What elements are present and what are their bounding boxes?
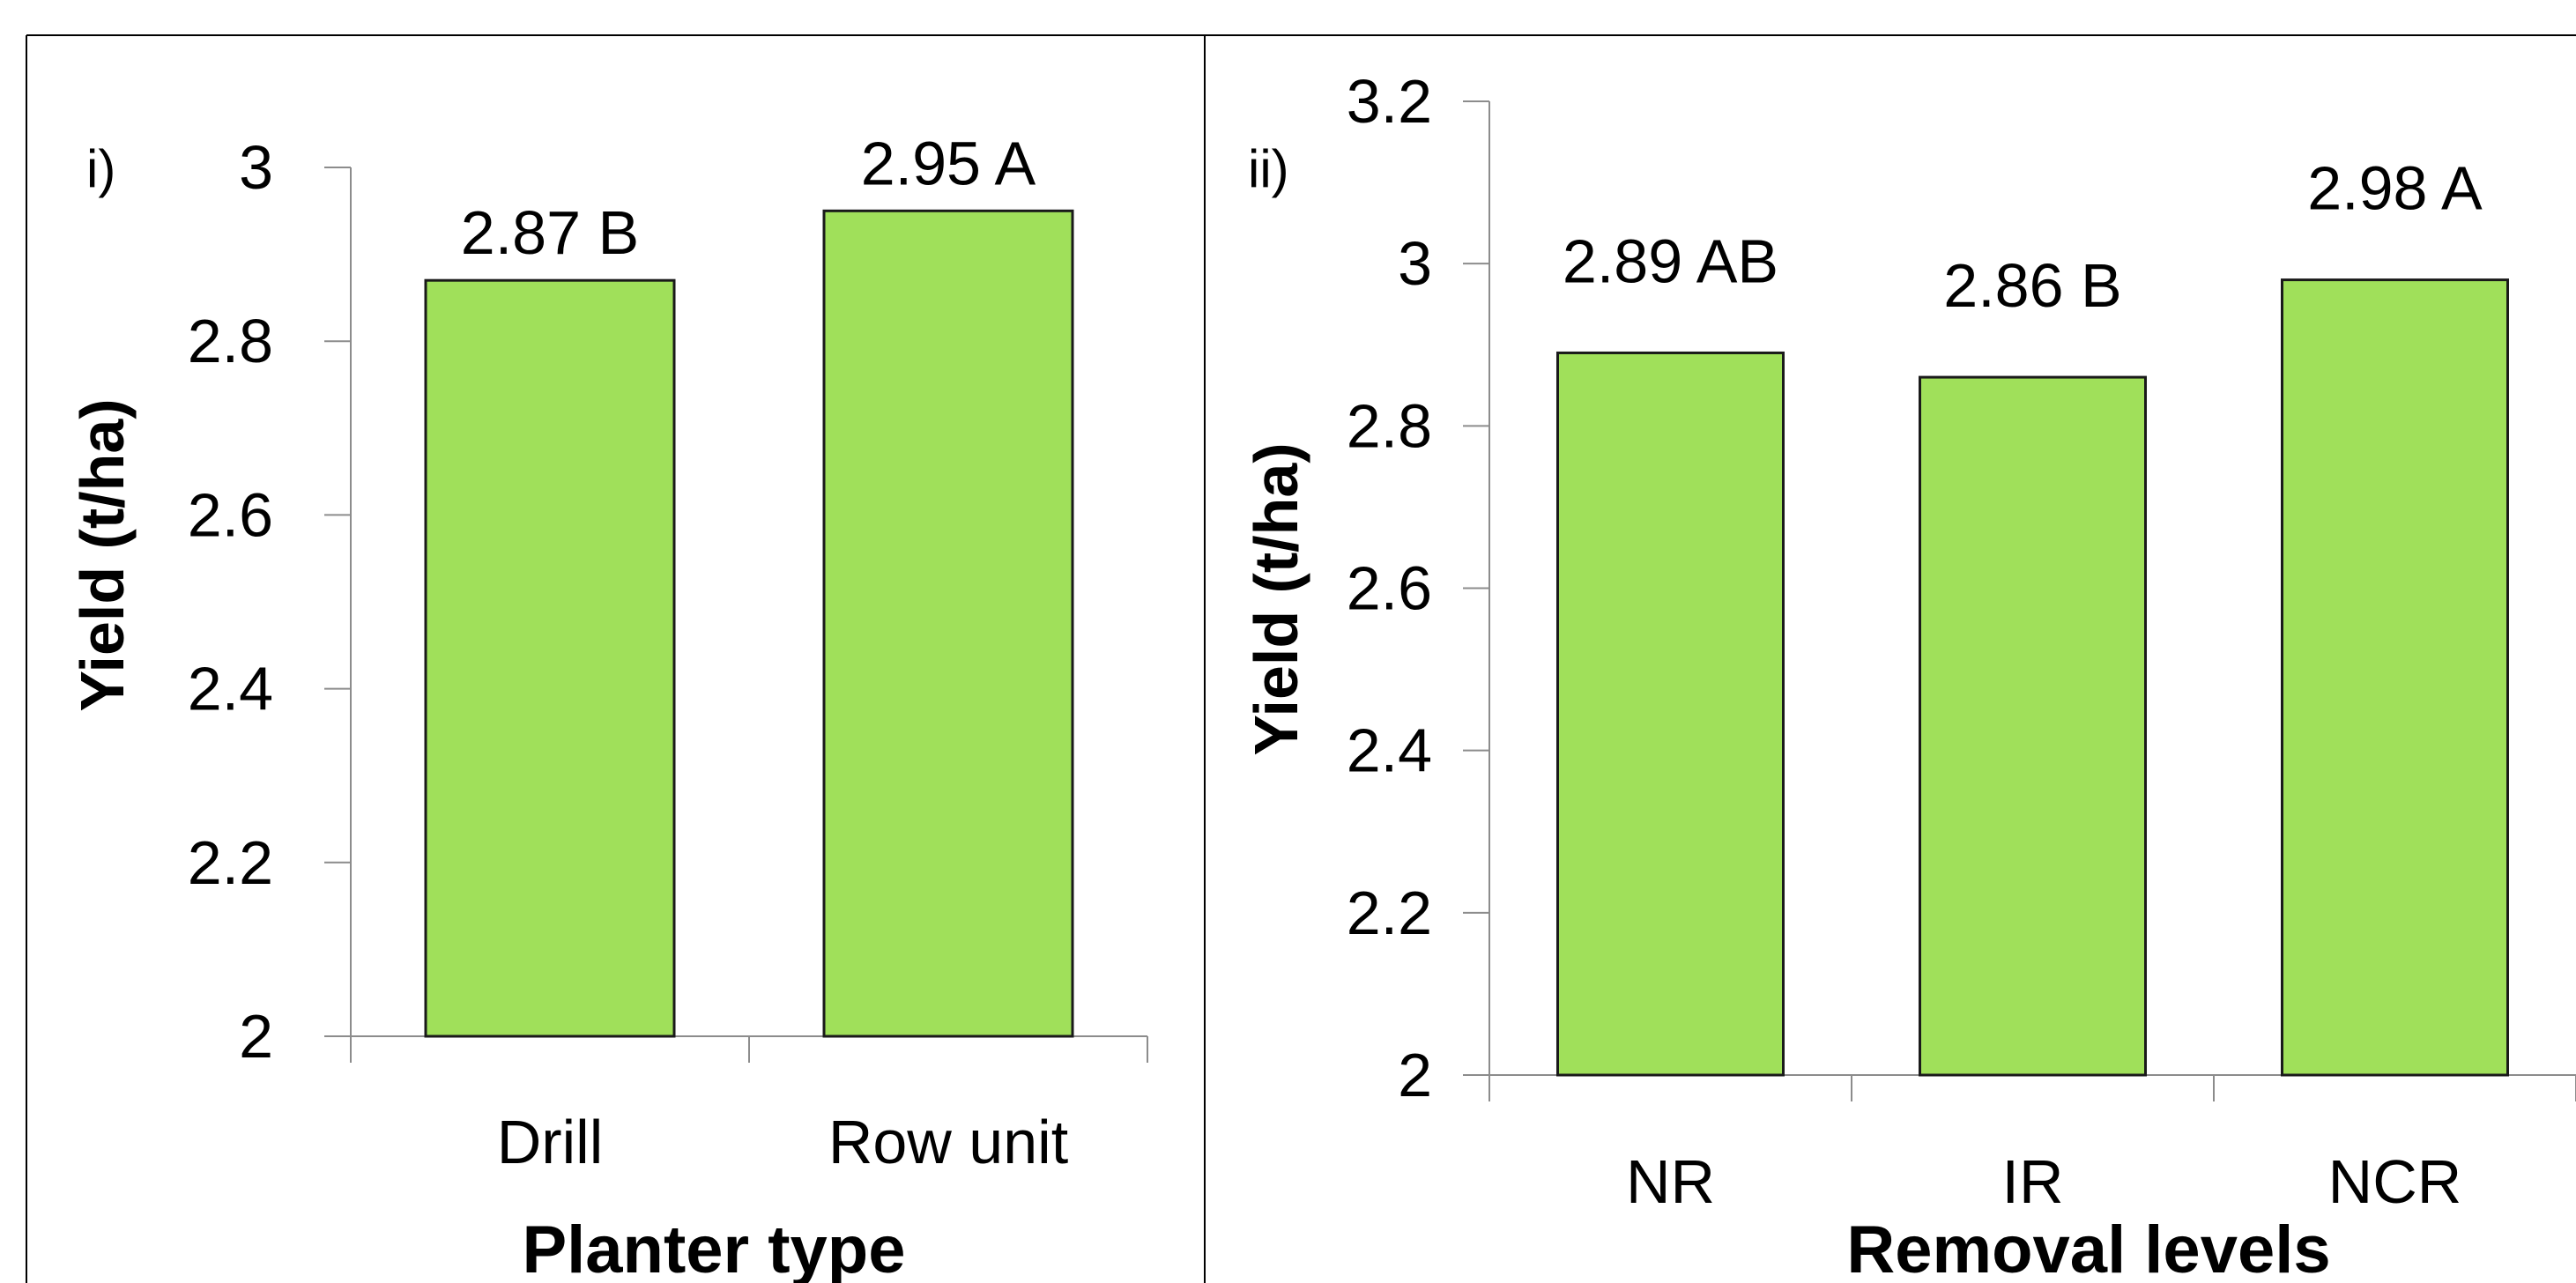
y-tick-label: 2.4 [188,655,273,723]
x-tick-label: Drill [497,1108,604,1176]
bar-ir [1919,375,2147,1077]
data-label: 2.86 B [1943,251,2121,320]
axes: 2 2.2 2.4 2.6 2.8 3 [188,133,1148,1071]
y-tick-label: 2 [239,1002,273,1071]
x-tick-label: IR [2002,1147,2064,1216]
x-axis-label: Planter type [522,1213,905,1283]
data-label: 2.89 AB [1563,226,1778,295]
bars [424,209,1074,1038]
data-label: 2.95 A [861,129,1036,197]
y-tick-label: 2.2 [188,828,273,897]
y-tick-label: 2.8 [1347,391,1432,460]
x-axis-label: Removal levels [1846,1213,2330,1283]
chart-panel-ii: ii) Yield (t/ha) Removal levels 2 2.2 2.4 2… [1242,67,2576,1283]
y-tick-label: 3.2 [1347,67,1432,136]
panel-label: i) [86,139,115,198]
bar-drill [424,278,676,1038]
y-tick-label: 3 [1398,229,1432,298]
x-tick-label: NR [1626,1147,1715,1216]
x-tick-label: NCR [2328,1147,2462,1216]
y-tick-label: 2.8 [188,307,273,375]
bar-ncr [2281,278,2509,1077]
y-tick-label: 3 [239,133,273,202]
data-label: 2.87 B [461,198,639,267]
bar-nr [1556,351,1785,1077]
y-tick-label: 2.2 [1347,879,1432,947]
bars [1556,278,2509,1077]
bar-row-unit [822,209,1074,1038]
y-tick-label: 2.4 [1347,716,1432,785]
labels: 2.89 AB NR 2.86 B IR 2.98 A NCR [1563,154,2483,1216]
data-label: 2.98 A [2307,154,2483,223]
y-tick-label: 2.6 [1347,554,1432,623]
labels: 2.87 B Drill 2.95 A Row unit [461,129,1068,1176]
chart-panel-i: i) Yield (t/ha) Planter type 22.22.42.62… [68,129,1148,1283]
y-axis-label: Yield (t/ha) [68,398,137,711]
y-tick-label: 2 [1398,1041,1432,1109]
y-tick-label: 2.6 [188,480,273,549]
x-tick-label: Row unit [828,1108,1068,1176]
panel-label: ii) [1248,139,1289,198]
y-axis-label: Yield (t/ha) [1242,442,1310,755]
